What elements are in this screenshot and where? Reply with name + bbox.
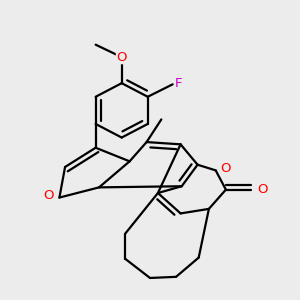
Text: F: F	[175, 77, 182, 90]
Text: O: O	[220, 162, 231, 175]
Text: O: O	[257, 183, 267, 196]
Text: O: O	[43, 189, 53, 202]
Text: O: O	[116, 51, 127, 64]
